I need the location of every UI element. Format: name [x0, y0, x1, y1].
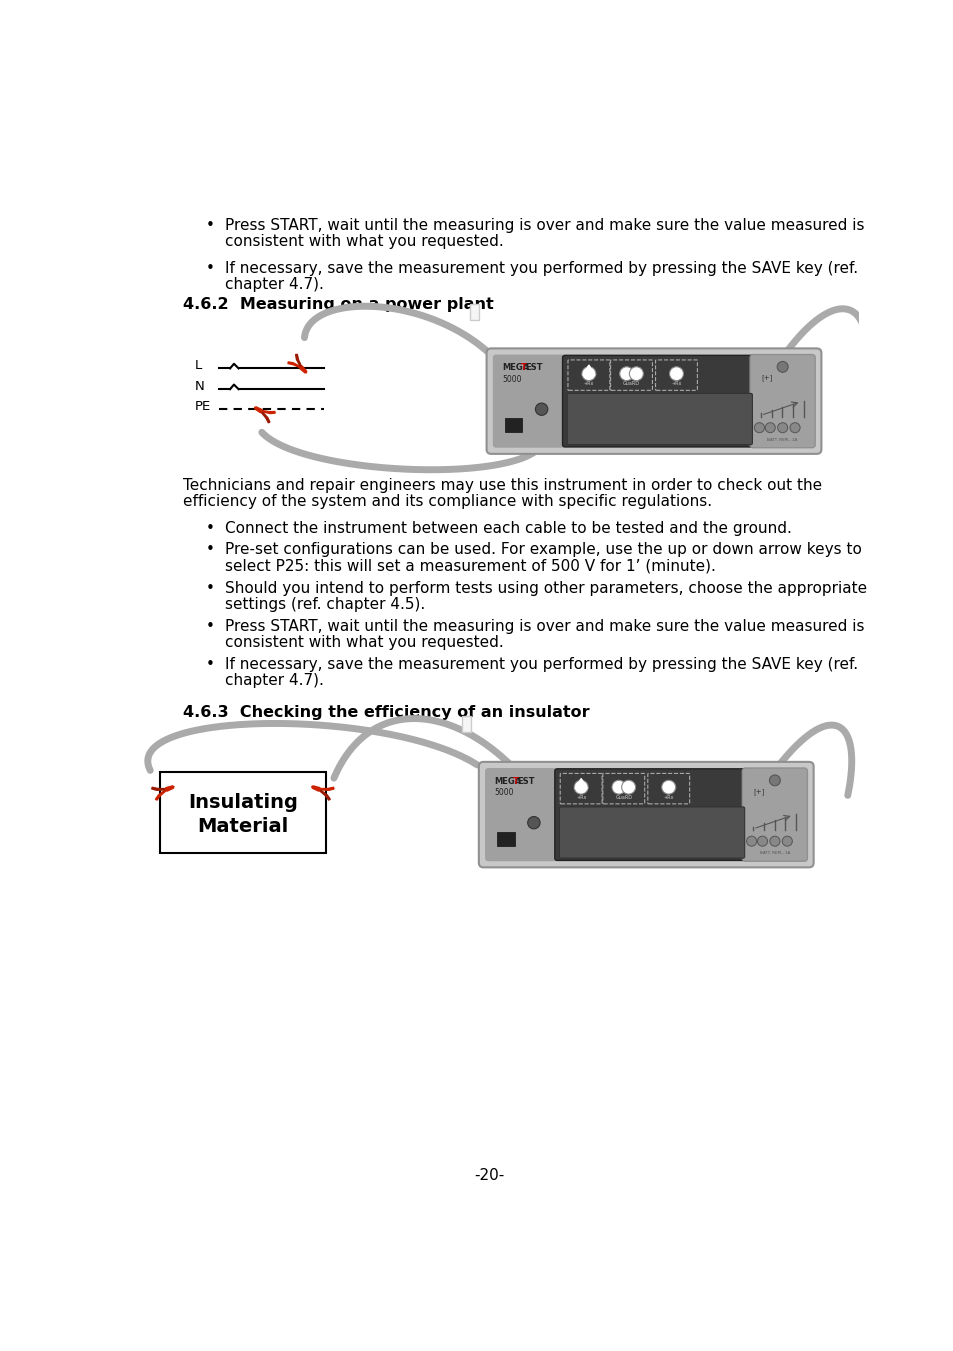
Text: N: N	[194, 380, 204, 393]
Bar	[159, 771, 326, 852]
FancyBboxPatch shape	[555, 769, 748, 861]
Text: Technicians and repair engineers may use this instrument in order to check out t: Technicians and repair engineers may use…	[183, 478, 821, 493]
Text: Press START, wait until the measuring is over and make sure the value measured i: Press START, wait until the measuring is…	[225, 619, 864, 634]
Circle shape	[619, 366, 633, 381]
Circle shape	[661, 781, 675, 794]
Text: +Rx: +Rx	[576, 794, 586, 800]
Text: +Rx: +Rx	[671, 381, 681, 386]
FancyBboxPatch shape	[562, 355, 757, 447]
FancyBboxPatch shape	[567, 393, 752, 444]
Text: [+]: [+]	[760, 374, 772, 381]
FancyBboxPatch shape	[558, 807, 744, 858]
Circle shape	[746, 836, 756, 846]
Text: If necessary, save the measurement you performed by pressing the SAVE key (ref.: If necessary, save the measurement you p…	[225, 657, 858, 671]
Text: If necessary, save the measurement you performed by pressing the SAVE key (ref.: If necessary, save the measurement you p…	[225, 261, 858, 276]
FancyBboxPatch shape	[749, 354, 815, 447]
Circle shape	[581, 366, 596, 381]
Text: T: T	[520, 363, 526, 372]
Circle shape	[535, 403, 547, 415]
Text: GuaRD: GuaRD	[615, 794, 632, 800]
Text: +Rx: +Rx	[583, 381, 594, 386]
Circle shape	[611, 781, 625, 794]
Text: settings (ref. chapter 4.5).: settings (ref. chapter 4.5).	[225, 597, 425, 612]
Text: 4.6.2  Measuring on a power plant: 4.6.2 Measuring on a power plant	[183, 297, 493, 312]
Circle shape	[789, 423, 800, 432]
Text: L: L	[194, 359, 201, 372]
Text: [+]: [+]	[753, 788, 763, 794]
Text: EST: EST	[517, 777, 535, 785]
Polygon shape	[319, 788, 334, 790]
Text: •: •	[206, 542, 214, 558]
Circle shape	[769, 836, 780, 846]
Text: chapter 4.7).: chapter 4.7).	[225, 277, 324, 292]
Polygon shape	[318, 790, 330, 800]
Polygon shape	[260, 412, 270, 423]
Circle shape	[629, 366, 642, 381]
Text: chapter 4.7).: chapter 4.7).	[225, 673, 324, 688]
Bar	[497, 832, 514, 846]
Polygon shape	[575, 778, 587, 789]
Text: Should you intend to perform tests using other parameters, choose the appropriat: Should you intend to perform tests using…	[225, 581, 866, 596]
FancyBboxPatch shape	[484, 767, 557, 861]
FancyBboxPatch shape	[493, 354, 564, 447]
Text: Pre-set configurations can be used. For example, use the up or down arrow keys t: Pre-set configurations can be used. For …	[225, 542, 862, 558]
Polygon shape	[155, 790, 167, 800]
Text: 4.6.3  Checking the efficiency of an insulator: 4.6.3 Checking the efficiency of an insu…	[183, 705, 589, 720]
Text: Connect the instrument between each cable to be tested and the ground.: Connect the instrument between each cabl…	[225, 521, 792, 536]
Text: EST: EST	[525, 363, 542, 372]
Polygon shape	[261, 411, 274, 413]
Polygon shape	[152, 788, 166, 790]
Text: Press START, wait until the measuring is over and make sure the value measured i: Press START, wait until the measuring is…	[225, 218, 864, 232]
FancyBboxPatch shape	[486, 349, 821, 454]
Text: GuaRD: GuaRD	[622, 381, 639, 386]
Text: •: •	[206, 581, 214, 596]
Text: +Rx: +Rx	[663, 794, 673, 800]
Text: select P25: this will set a measurement of 500 V for 1’ (minute).: select P25: this will set a measurement …	[225, 559, 716, 574]
Polygon shape	[295, 354, 301, 366]
Bar	[505, 419, 521, 432]
Text: •: •	[206, 521, 214, 536]
Text: BATT. REPL. 1A: BATT. REPL. 1A	[759, 851, 789, 855]
Polygon shape	[166, 786, 173, 792]
Text: •: •	[206, 218, 214, 232]
Polygon shape	[461, 716, 471, 732]
Polygon shape	[469, 304, 478, 320]
Circle shape	[527, 816, 539, 830]
Circle shape	[669, 366, 682, 381]
Circle shape	[781, 836, 792, 846]
Polygon shape	[312, 786, 319, 792]
Text: Insulating: Insulating	[188, 793, 297, 812]
Circle shape	[574, 781, 587, 794]
Polygon shape	[582, 365, 595, 376]
Text: consistent with what you requested.: consistent with what you requested.	[225, 635, 503, 650]
Circle shape	[769, 775, 780, 786]
Text: consistent with what you requested.: consistent with what you requested.	[225, 234, 503, 249]
Polygon shape	[288, 362, 300, 367]
Polygon shape	[254, 407, 262, 413]
Text: 5000: 5000	[501, 374, 521, 384]
Text: PE: PE	[194, 400, 211, 412]
Circle shape	[621, 781, 635, 794]
Text: •: •	[206, 261, 214, 276]
Text: -20-: -20-	[474, 1169, 503, 1183]
Text: efficiency of the system and its compliance with specific regulations.: efficiency of the system and its complia…	[183, 494, 711, 509]
Text: BATT. REPL. 1A: BATT. REPL. 1A	[766, 438, 797, 442]
Text: MEGA: MEGA	[501, 363, 529, 372]
Circle shape	[777, 362, 787, 373]
Circle shape	[754, 423, 763, 432]
Text: •: •	[206, 657, 214, 671]
FancyBboxPatch shape	[741, 767, 806, 861]
Polygon shape	[299, 366, 306, 373]
Circle shape	[764, 423, 775, 432]
Text: MEGA: MEGA	[494, 777, 521, 785]
Text: •: •	[206, 619, 214, 634]
FancyBboxPatch shape	[478, 762, 813, 867]
Circle shape	[777, 423, 787, 432]
Circle shape	[757, 836, 767, 846]
Text: 5000: 5000	[494, 788, 514, 797]
Text: T: T	[513, 777, 518, 785]
Text: Material: Material	[197, 817, 288, 836]
